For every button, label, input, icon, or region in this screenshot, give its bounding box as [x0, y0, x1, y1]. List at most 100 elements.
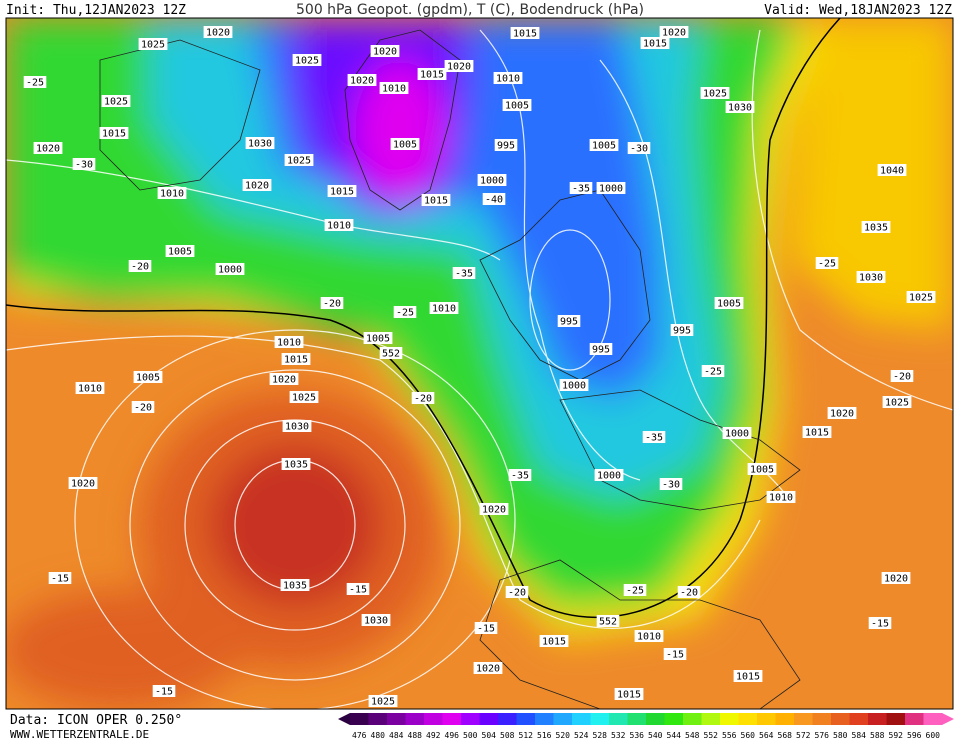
label-box	[101, 95, 131, 107]
isobar-label: 1025	[909, 293, 933, 304]
colorbar-tick-label: 564	[759, 731, 774, 740]
label-box	[128, 260, 152, 272]
isobar-label: 1005	[505, 101, 529, 112]
colorbar-tick-label: 480	[371, 731, 386, 740]
label-box	[281, 353, 311, 365]
label-box	[802, 426, 832, 438]
isobar-label: 1005	[750, 465, 774, 476]
label-box	[659, 478, 683, 490]
isobar-label: -15	[349, 585, 367, 596]
label-box	[663, 648, 687, 660]
label-box	[559, 379, 589, 391]
isobar-label: -20	[414, 394, 432, 405]
colorbar-cell	[720, 713, 739, 725]
colorbar-tick-label: 592	[889, 731, 904, 740]
colorbar-tick-label: 548	[685, 731, 700, 740]
isobar-label: 1020	[350, 76, 374, 87]
label-box	[131, 401, 155, 413]
label-box	[714, 297, 744, 309]
label-box	[363, 332, 393, 344]
colorbar-cell	[683, 713, 702, 725]
colorbar-tick-label: 500	[463, 731, 478, 740]
isobar-label: 1020	[830, 409, 854, 420]
isobar-label: -30	[662, 480, 680, 491]
label-box	[722, 427, 752, 439]
colorbar-tick-label: 552	[704, 731, 719, 740]
isobar-label: -25	[704, 367, 722, 378]
colorbar-tick-label: 596	[907, 731, 922, 740]
label-box	[379, 82, 409, 94]
label-box	[165, 245, 195, 257]
isobar-label: -35	[455, 269, 473, 280]
label-box	[48, 572, 72, 584]
label-box	[152, 685, 176, 697]
isobar-label: 1010	[277, 338, 301, 349]
colorbar-cell	[368, 713, 388, 725]
label-box	[505, 586, 529, 598]
label-box	[882, 396, 912, 408]
isobar-label: 1030	[728, 103, 752, 114]
label-box	[594, 469, 624, 481]
label-box	[473, 662, 503, 674]
label-box	[289, 391, 319, 403]
label-box	[596, 615, 620, 627]
colorbar-cell	[627, 713, 647, 725]
label-box	[539, 635, 569, 647]
label-box	[474, 622, 498, 634]
label-box	[868, 617, 892, 629]
isobar-label: 1005	[592, 141, 616, 152]
isobar-label: 1020	[36, 144, 60, 155]
colorbar-tick-label: 544	[667, 731, 682, 740]
colorbar-cell	[831, 713, 850, 725]
map-title: 500 hPa Geopot. (gpdm), T (C), Bodendruc…	[296, 2, 644, 18]
label-box	[292, 54, 322, 66]
label-box	[370, 45, 400, 57]
isobar-label: 1025	[295, 56, 319, 67]
label-box	[623, 584, 647, 596]
colorbar-cell	[664, 713, 684, 725]
label-box	[659, 26, 689, 38]
isobar-label: 1015	[513, 29, 537, 40]
label-box	[245, 137, 275, 149]
isobar-label: -20	[508, 588, 526, 599]
label-box	[215, 263, 245, 275]
isobar-label: 1020	[373, 47, 397, 58]
colorbar-tick-label: 532	[611, 731, 626, 740]
label-box	[282, 420, 312, 432]
isobar-label: 1020	[71, 479, 95, 490]
label-box	[347, 74, 377, 86]
colorbar-tick-label: 508	[500, 731, 515, 740]
isobar-label: 1010	[496, 74, 520, 85]
label-box	[494, 139, 518, 151]
isobar-label: 1015	[736, 672, 760, 683]
isobar-label: 1000	[218, 265, 242, 276]
colorbar-tick-label: 488	[408, 731, 423, 740]
colorbar-cell	[794, 713, 813, 725]
colorbar-tick-label: 556	[722, 731, 737, 740]
colorbar-tick-label: 516	[537, 731, 552, 740]
isobar-label: -40	[485, 195, 503, 206]
label-box	[242, 179, 272, 191]
init-time: Init: Thu,12JAN2023 12Z	[6, 3, 186, 18]
isobar-label: 1015	[284, 355, 308, 366]
colorbar-tick-label: 536	[630, 731, 645, 740]
isobar-label: 1035	[283, 581, 307, 592]
isobar-label: -35	[511, 471, 529, 482]
isobar-label: 1005	[393, 140, 417, 151]
isobar-label: 1025	[287, 156, 311, 167]
label-box	[890, 370, 914, 382]
isobar-label: 1005	[366, 334, 390, 345]
colorbar-cell	[572, 713, 591, 725]
isobar-label: 995	[497, 141, 515, 152]
map-frame	[5, 17, 954, 710]
colorbar-tick-label: 520	[556, 731, 571, 740]
colorbar-cell	[868, 713, 887, 725]
label-box	[281, 458, 311, 470]
isobar-label: 1030	[248, 139, 272, 150]
isobar-label: -20	[893, 372, 911, 383]
isobar-label: 995	[673, 326, 691, 337]
colorbar-tick-label: 512	[519, 731, 534, 740]
label-box	[508, 469, 532, 481]
label-box	[33, 142, 63, 154]
isobar-label: 1020	[662, 28, 686, 39]
